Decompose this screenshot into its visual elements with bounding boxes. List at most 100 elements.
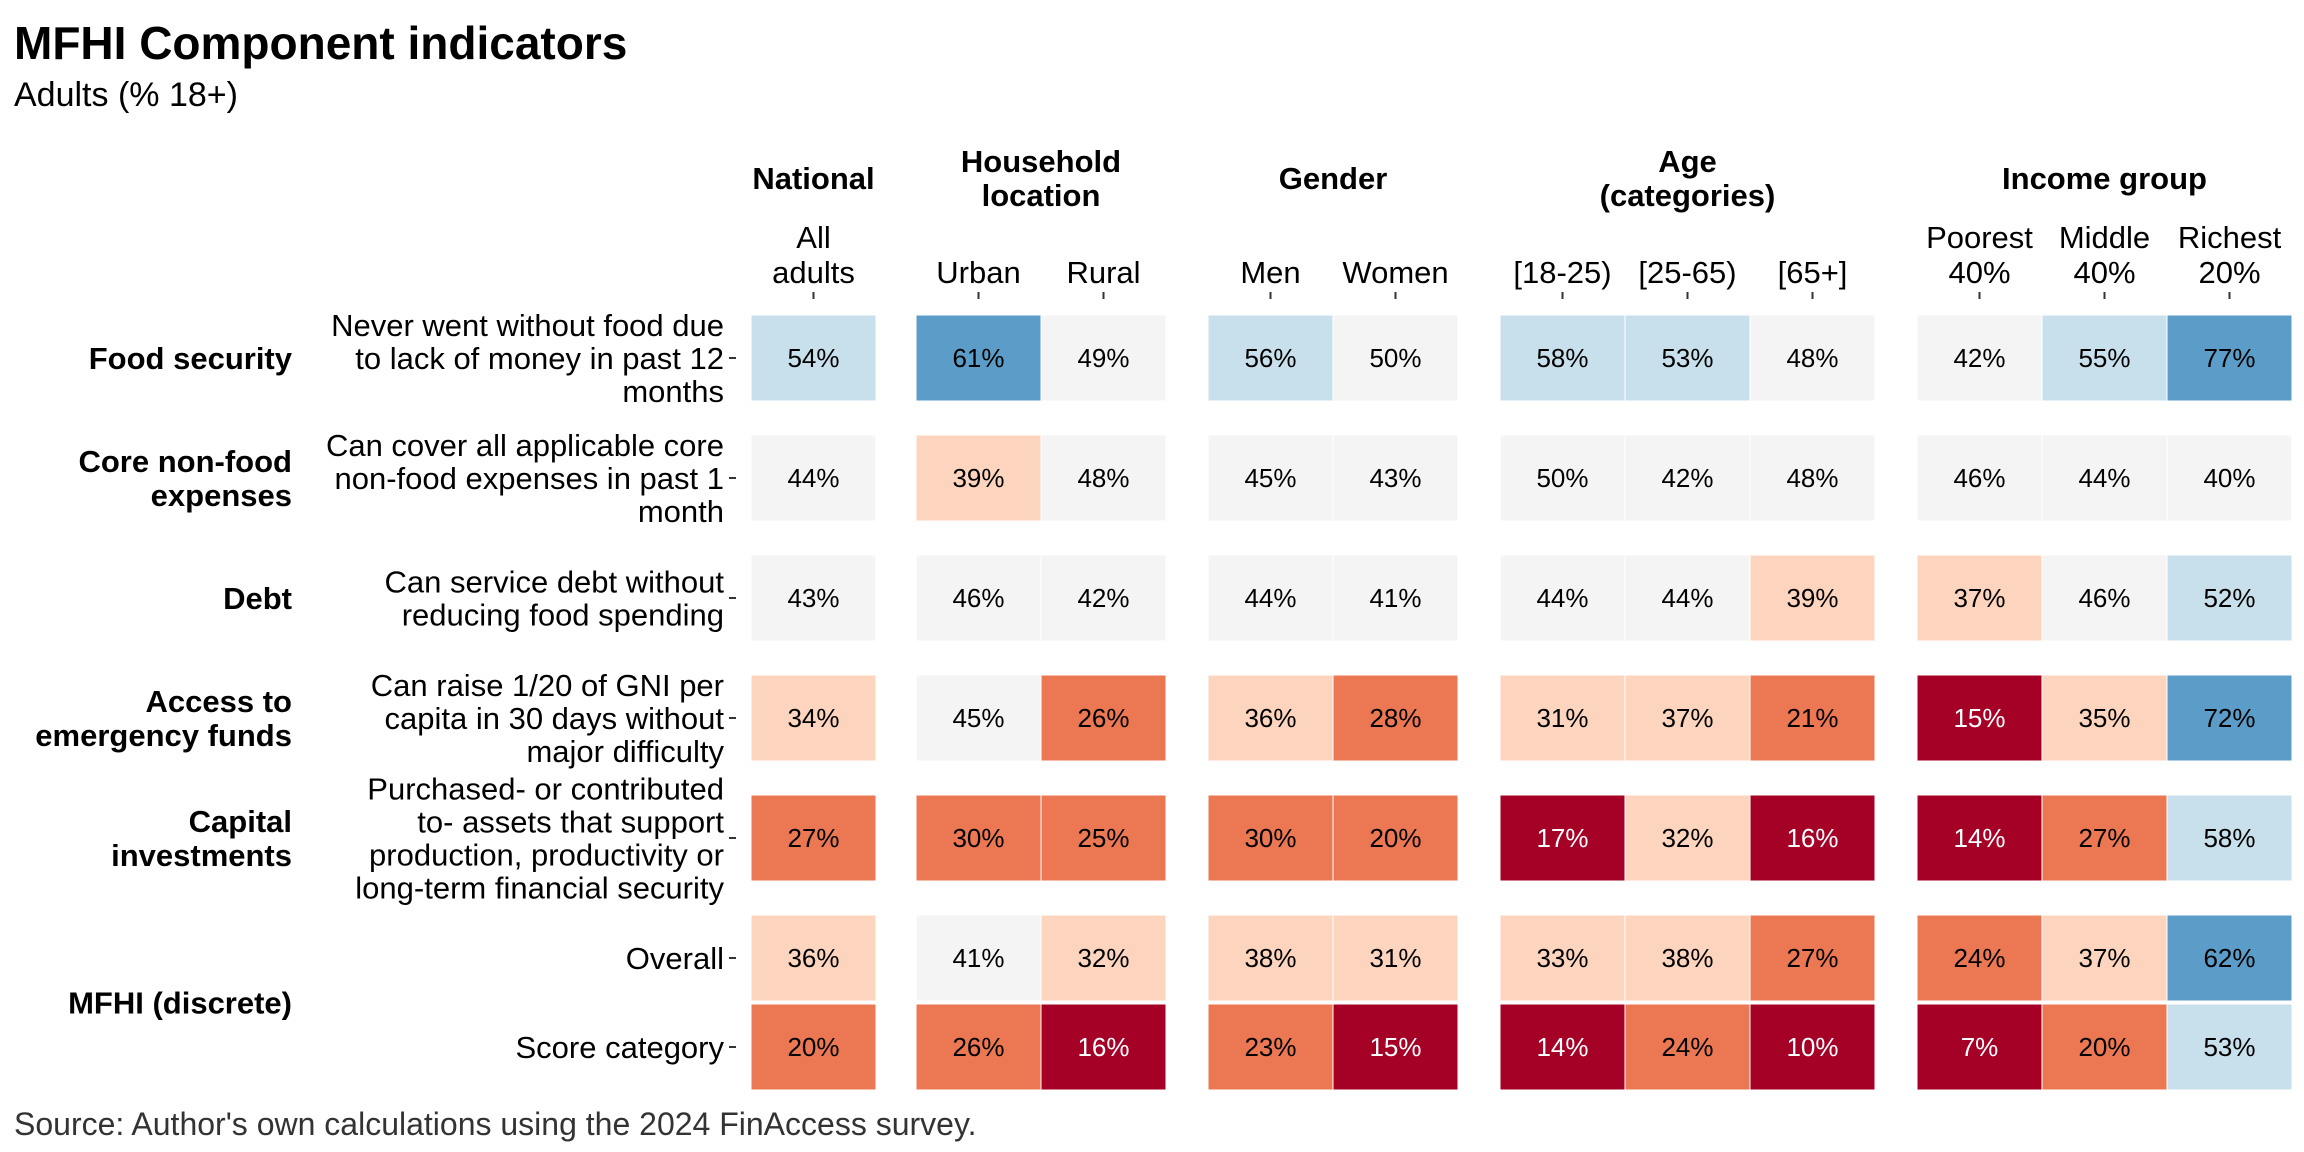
heatmap-cell — [915, 794, 1042, 882]
heatmap-cell — [2041, 434, 2168, 522]
heatmap-cell — [1499, 794, 1626, 882]
heatmap-cell — [1332, 914, 1459, 1002]
heatmap-cell — [915, 1003, 1042, 1091]
heatmap-cell — [1499, 1003, 1626, 1091]
column-header: All adults — [772, 220, 855, 290]
group-header: Gender — [1279, 161, 1388, 196]
cell-value-label: 45% — [952, 703, 1004, 733]
cell-value-label: 21% — [1786, 703, 1838, 733]
cell-value-label: 23% — [1244, 1032, 1296, 1062]
heatmap-cell — [1624, 1003, 1751, 1091]
cell-value-label: 46% — [2078, 583, 2130, 613]
cell-value-label: 36% — [787, 943, 839, 973]
category-label: Core non-food expenses — [78, 444, 292, 513]
cell-value-label: 39% — [952, 463, 1004, 493]
heatmap-cell — [2166, 674, 2293, 762]
cell-value-label: 50% — [1536, 463, 1588, 493]
cell-value-label: 10% — [1786, 1032, 1838, 1062]
heatmap-cell — [1749, 314, 1876, 402]
cell-value-label: 27% — [2078, 823, 2130, 853]
cell-value-label: 48% — [1786, 343, 1838, 373]
cell-value-label: 20% — [2078, 1032, 2130, 1062]
cell-value-label: 31% — [1536, 703, 1588, 733]
cell-value-label: 27% — [787, 823, 839, 853]
cell-value-label: 16% — [1786, 823, 1838, 853]
heatmap-cell — [1749, 674, 1876, 762]
cell-value-label: 46% — [1953, 463, 2005, 493]
column-header: [65+] — [1778, 255, 1848, 290]
cell-value-label: 34% — [787, 703, 839, 733]
category-label: Capital investments — [111, 804, 292, 873]
heatmap-cell — [1040, 554, 1167, 642]
heatmap-cell — [750, 434, 877, 522]
group-header: Income group — [2002, 161, 2207, 196]
heatmap-cell — [750, 794, 877, 882]
heatmap-cell — [915, 914, 1042, 1002]
cell-value-label: 37% — [1661, 703, 1713, 733]
cell-value-label: 7% — [1961, 1032, 1999, 1062]
cell-value-label: 27% — [1786, 943, 1838, 973]
category-label: Access to emergency funds — [35, 684, 292, 753]
heatmap-cell — [1916, 1003, 2043, 1091]
heatmap-cell — [750, 314, 877, 402]
cell-value-label: 53% — [2203, 1032, 2255, 1062]
cell-value-label: 49% — [1077, 343, 1129, 373]
column-header: Poorest 40% — [1926, 220, 2033, 290]
column-headers: All adults Urban Rural Men Women [18-25) [25-65… — [772, 220, 2282, 299]
cell-value-label: 52% — [2203, 583, 2255, 613]
cell-value-label: 25% — [1077, 823, 1129, 853]
heatmap-cell — [1207, 314, 1334, 402]
cell-value-label: 15% — [1953, 703, 2005, 733]
cell-value-label: 58% — [2203, 823, 2255, 853]
cell-value-label: 24% — [1661, 1032, 1713, 1062]
heatmap-cell — [915, 674, 1042, 762]
cell-value-label: 37% — [1953, 583, 2005, 613]
column-header: [18-25) — [1513, 255, 1611, 290]
column-header: Rural — [1066, 255, 1140, 290]
group-header: Age (categories) — [1600, 144, 1776, 213]
heatmap-cell — [1499, 554, 1626, 642]
heatmap-cell — [1207, 794, 1334, 882]
heatmap-cell — [1332, 1003, 1459, 1091]
heatmap-cell — [1040, 914, 1167, 1002]
cell-value-label: 41% — [952, 943, 1004, 973]
heatmap-cell — [1332, 554, 1459, 642]
column-header: Women — [1342, 255, 1448, 290]
category-label: MFHI (discrete) — [68, 985, 292, 1020]
heatmap-cell — [2166, 1003, 2293, 1091]
row-label: Can raise 1/20 of GNI per capita in 30 da… — [371, 668, 725, 769]
cell-value-label: 44% — [1244, 583, 1296, 613]
heatmap-cell — [1040, 674, 1167, 762]
heatmap-cell — [1916, 434, 2043, 522]
column-header: [25-65) — [1638, 255, 1736, 290]
heatmap-cell — [2041, 554, 2168, 642]
cell-value-label: 20% — [787, 1032, 839, 1062]
heatmap-cell — [2041, 794, 2168, 882]
heatmap-cell — [2041, 314, 2168, 402]
heatmap-cell — [1624, 314, 1751, 402]
chart-caption: Source: Author's own calculations using … — [14, 1106, 977, 1142]
heatmap-cell — [750, 914, 877, 1002]
cell-value-label: 46% — [952, 583, 1004, 613]
cell-value-label: 53% — [1661, 343, 1713, 373]
cell-value-label: 36% — [1244, 703, 1296, 733]
heatmap-cell — [1040, 314, 1167, 402]
cell-value-label: 17% — [1536, 823, 1588, 853]
category-label: Food security — [89, 341, 293, 376]
row-label: Purchased- or contributed to- assets that… — [355, 771, 724, 905]
cell-value-label: 58% — [1536, 343, 1588, 373]
cell-value-label: 43% — [1369, 463, 1421, 493]
cell-value-label: 26% — [1077, 703, 1129, 733]
heatmap-cell — [1749, 914, 1876, 1002]
column-header: Men — [1240, 255, 1300, 290]
cell-value-label: 30% — [1244, 823, 1296, 853]
heatmap-cell — [1207, 674, 1334, 762]
column-header: Richest 20% — [2178, 220, 2282, 290]
row-label: Overall — [626, 941, 724, 976]
heatmap-cell — [2166, 794, 2293, 882]
group-header: National — [752, 161, 874, 196]
cell-value-label: 32% — [1661, 823, 1713, 853]
column-header: Urban — [936, 255, 1020, 290]
cell-value-label: 28% — [1369, 703, 1421, 733]
